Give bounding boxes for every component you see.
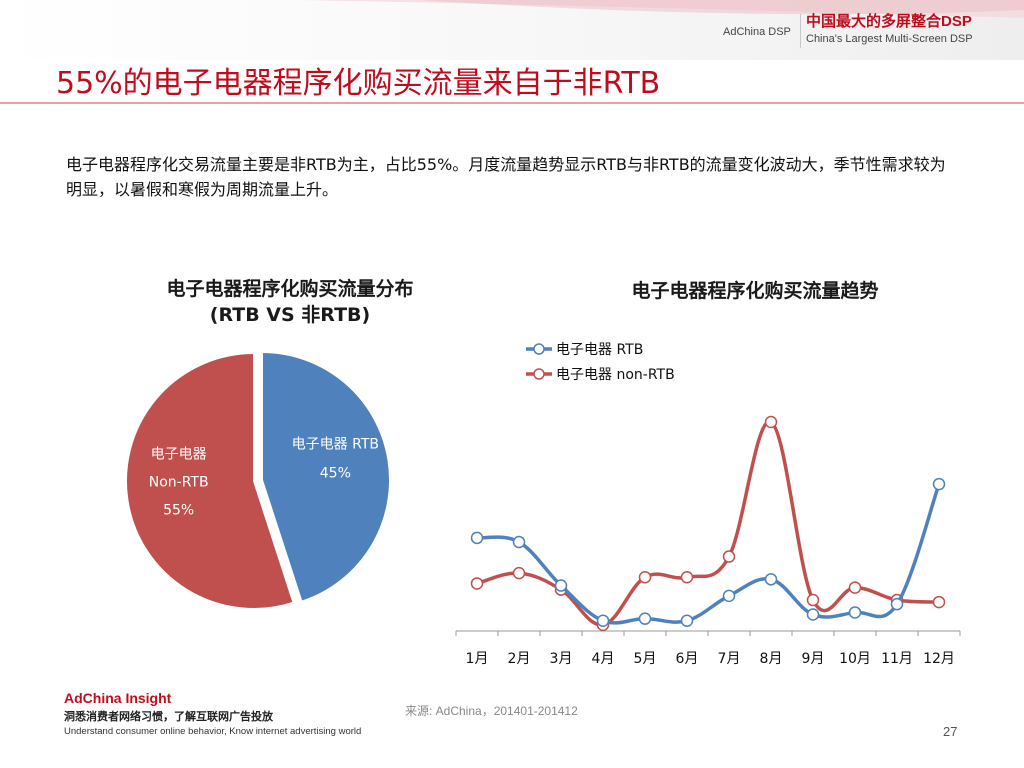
data-point-rtb [764,573,778,586]
x-tick-label: 3月 [550,651,573,667]
data-point-nonrtb [806,593,820,607]
pie-label-nonrtb-line1: 电子电器 [151,447,207,463]
legend-label-nonrtb: 电子电器 non-RTB [556,367,675,383]
footer-brand: AdChina Insight [64,690,172,706]
header-band [0,0,1024,60]
data-point-nonrtb [512,566,526,580]
data-point-rtb [512,535,526,549]
x-tick-label: 4月 [592,651,615,667]
data-point-rtb [848,606,862,619]
legend-marker-rtb [533,343,545,355]
pie-chart: 电子电器 RTB 45% 电子电器 Non-RTB 55% [125,350,391,610]
x-tick-label: 11月 [881,651,913,667]
legend-label-rtb: 电子电器 RTB [556,342,643,358]
footer-slogan-cn: 洞悉消费者网络习惯，了解互联网广告投放 [64,710,273,723]
pie-chart-title: 电子电器程序化购买流量分布 (RTB VS 非RTB) [110,276,470,328]
series-line-rtb [476,483,941,625]
data-point-rtb [470,531,484,545]
legend-marker-nonrtb [533,368,545,380]
line-chart-title: 电子电器程序化购买流量趋势 [631,280,879,302]
x-tick-label: 7月 [718,651,741,667]
page-number: 27 [943,724,958,739]
header-divider [800,14,801,48]
header-tagline-en: China's Largest Multi-Screen DSP [806,33,973,45]
source-note: 来源: AdChina，201401-201412 [405,704,578,718]
title-divider [0,102,1024,104]
pie-title-line1: 电子电器程序化购买流量分布 [166,278,414,300]
data-point-nonrtb [680,571,694,584]
data-point-nonrtb [470,577,484,590]
x-tick-label: 12月 [923,651,955,667]
x-tick-label: 1月 [466,651,489,667]
x-tick-label: 5月 [634,651,657,667]
line-chart: 1月 2月 3月 4月 5月 6月 7月 8月 9月 10月 11月 12月 电子电器 RTB 电子电器 … [455,342,961,667]
pie-slice-rtb [261,350,391,603]
data-point-nonrtb [848,581,862,594]
data-point-rtb [932,477,946,491]
data-point-rtb [890,597,904,611]
data-point-rtb [554,579,568,592]
pie-slice-nonrtb [125,351,295,610]
data-point-rtb [722,589,736,603]
pie-label-nonrtb-line2: Non-RTB [149,475,209,491]
data-point-rtb [596,614,610,627]
data-point-nonrtb [638,571,652,584]
x-tick-label: 2月 [508,651,531,667]
data-point-rtb [638,612,652,625]
pie-value-nonrtb: 55% [163,503,194,519]
x-tick-label: 8月 [760,651,783,667]
summary-text: 电子电器程序化交易流量主要是非RTB为主，占比55%。月度流量趋势显示RTB与非… [66,155,946,199]
pie-value-rtb: 45% [320,465,351,481]
data-point-rtb [680,614,694,627]
data-point-nonrtb [722,550,736,563]
x-tick-label: 9月 [802,651,825,667]
page-title: 55%的电子电器程序化购买流量来自于非RTB [56,66,661,101]
data-point-nonrtb [764,415,778,429]
x-tick-label: 6月 [676,651,699,667]
x-tick-label: 10月 [839,651,871,667]
data-point-rtb [806,608,820,621]
series-line-nonrtb [476,420,940,627]
footer-slogan-en: Understand consumer online behavior, Kno… [64,726,362,737]
pie-label-rtb: 电子电器 RTB [292,436,379,452]
data-point-nonrtb [932,595,946,609]
pie-title-line2: (RTB VS 非RTB) [209,304,371,326]
header-brand: AdChina DSP [723,26,791,38]
header-tagline-cn: 中国最大的多屏整合DSP [806,13,972,30]
